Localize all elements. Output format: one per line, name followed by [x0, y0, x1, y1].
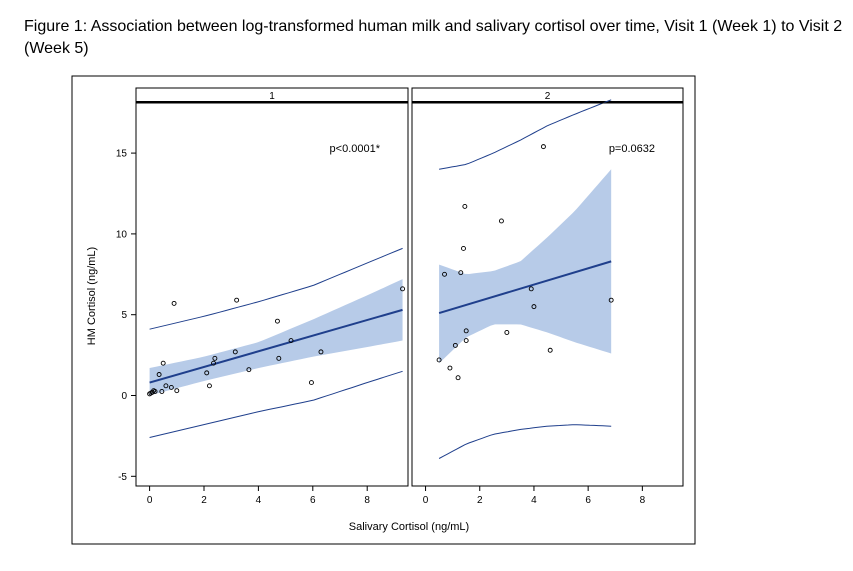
panel-frame — [411, 102, 684, 487]
figure-frame — [71, 75, 696, 545]
prediction-limit-upper — [439, 99, 612, 170]
data-point — [206, 383, 212, 389]
data-point — [462, 203, 468, 209]
data-point — [204, 370, 210, 376]
x-axis-label: Salivary Cortisol (ng/mL) — [349, 521, 469, 533]
confidence-band — [439, 169, 612, 364]
data-point — [168, 384, 174, 390]
prediction-limit-upper — [149, 247, 403, 330]
data-point — [436, 357, 442, 363]
data-point — [234, 297, 240, 303]
data-point — [246, 367, 252, 373]
confidence-band — [149, 279, 403, 396]
x-tick-label: 4 — [531, 495, 537, 506]
data-point — [442, 271, 447, 277]
y-tick-label: 0 — [121, 391, 127, 402]
y-axis-label: HM Cortisol (ng/mL) — [86, 247, 98, 345]
data-point — [232, 349, 238, 355]
data-point — [463, 328, 469, 334]
x-tick-label: 0 — [423, 495, 429, 506]
data-point — [608, 297, 614, 303]
data-point — [400, 286, 406, 292]
data-point — [455, 375, 461, 381]
data-point — [288, 338, 294, 344]
data-point — [461, 245, 466, 251]
y-tick-label: 15 — [116, 149, 128, 160]
data-point — [211, 360, 216, 366]
panel-2: 2 0 2 4 6 8 p=0.0632 — [411, 87, 684, 506]
x-tick-label: 8 — [640, 495, 646, 506]
x-tick-label: 0 — [147, 495, 153, 506]
data-point — [458, 270, 464, 276]
panel-strip-label: 2 — [545, 91, 551, 102]
data-point — [452, 342, 458, 348]
x-tick-label: 6 — [310, 495, 316, 506]
data-point — [171, 300, 177, 306]
x-tick-label: 2 — [201, 495, 207, 506]
data-point — [547, 347, 553, 353]
data-point — [274, 318, 280, 324]
data-point — [163, 383, 169, 389]
data-point — [528, 286, 534, 292]
data-point — [212, 355, 218, 361]
data-point — [276, 355, 282, 361]
data-point — [159, 389, 165, 394]
figure-caption: Figure 1: Association between log-transf… — [24, 18, 843, 57]
x-tick-label: 8 — [364, 495, 370, 506]
x-tick-label: 2 — [477, 495, 483, 506]
y-tick-label: 10 — [116, 229, 128, 240]
data-point — [156, 372, 162, 377]
p-value-annotation: p=0.0632 — [609, 143, 655, 155]
fit-line — [438, 260, 612, 315]
data-point — [174, 388, 180, 394]
y-tick-label: 5 — [121, 310, 127, 321]
data-point — [498, 218, 504, 224]
x-tick-label: 4 — [256, 495, 262, 506]
prediction-limit-lower — [149, 370, 403, 438]
panel-frame — [135, 102, 409, 487]
data-point — [540, 144, 546, 150]
p-value-annotation: p<0.0001* — [330, 143, 381, 155]
data-point — [152, 389, 158, 394]
data-point — [160, 360, 166, 366]
data-point — [318, 349, 324, 355]
y-tick-label: -5 — [118, 472, 127, 483]
panel-strip-label: 1 — [269, 91, 275, 102]
data-point — [531, 304, 537, 310]
data-point — [463, 338, 469, 344]
data-point — [447, 365, 453, 371]
prediction-limit-lower — [438, 424, 612, 459]
data-point — [308, 380, 314, 386]
x-tick-label: 6 — [585, 495, 591, 506]
data-point — [504, 330, 510, 335]
fit-line — [149, 308, 403, 384]
